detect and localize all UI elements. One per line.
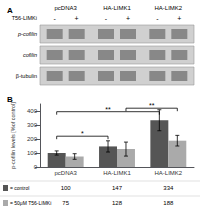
svg-text:HA-LIMK2: HA-LIMK2 — [154, 170, 182, 176]
svg-text:400: 400 — [27, 108, 38, 114]
svg-text:-: - — [105, 15, 108, 22]
svg-text:147: 147 — [112, 185, 123, 191]
svg-text:= 50μM T56-LIMKi: = 50μM T56-LIMKi — [10, 200, 51, 206]
svg-text:*: * — [81, 130, 84, 137]
svg-text:-: - — [156, 15, 159, 22]
svg-text:100: 100 — [27, 150, 38, 156]
svg-text:-: - — [53, 15, 56, 22]
svg-text:+: + — [177, 15, 181, 22]
svg-text:T56-LIMKi: T56-LIMKi — [12, 15, 37, 21]
svg-text:128: 128 — [112, 200, 123, 206]
svg-text:**: ** — [149, 102, 155, 109]
svg-text:100: 100 — [61, 185, 72, 191]
svg-text:HA-LIMK1: HA-LIMK1 — [103, 5, 131, 11]
svg-text:p-cofilin: p-cofilin — [17, 31, 37, 37]
svg-text:B: B — [7, 95, 13, 104]
svg-text:= control: = control — [10, 185, 29, 191]
svg-text:pcDNA3: pcDNA3 — [54, 5, 77, 11]
svg-text:+: + — [126, 15, 130, 22]
svg-text:HA-LIMK1: HA-LIMK1 — [103, 170, 131, 176]
svg-text:HA-LIMK2: HA-LIMK2 — [154, 5, 182, 11]
svg-text:pcDNA3: pcDNA3 — [54, 170, 77, 176]
svg-text:188: 188 — [163, 200, 174, 206]
svg-text:334: 334 — [163, 185, 174, 191]
svg-text:300: 300 — [27, 122, 38, 128]
svg-text:A: A — [7, 6, 13, 15]
svg-text:**: ** — [105, 106, 111, 113]
svg-text:p-cofilin levels [%of control]: p-cofilin levels [%of control] — [10, 102, 16, 169]
svg-text:cofilin: cofilin — [23, 52, 37, 58]
svg-text:+: + — [75, 15, 79, 22]
svg-text:0: 0 — [34, 164, 38, 170]
svg-text:75: 75 — [62, 200, 69, 206]
svg-text:β-tubulin: β-tubulin — [16, 73, 37, 79]
svg-text:200: 200 — [27, 136, 38, 142]
